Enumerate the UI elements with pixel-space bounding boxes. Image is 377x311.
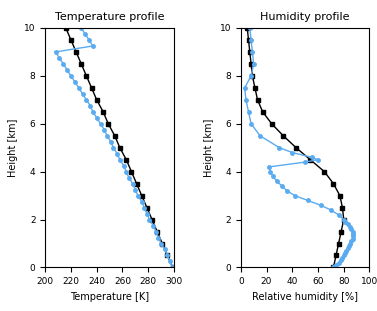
Title: Temperature profile: Temperature profile xyxy=(55,12,164,22)
Y-axis label: Height [km]: Height [km] xyxy=(8,118,18,177)
Y-axis label: Height [km]: Height [km] xyxy=(204,118,214,177)
X-axis label: Relative humidity [%]: Relative humidity [%] xyxy=(252,292,358,302)
Title: Humidity profile: Humidity profile xyxy=(261,12,350,22)
X-axis label: Temperature [K]: Temperature [K] xyxy=(70,292,149,302)
